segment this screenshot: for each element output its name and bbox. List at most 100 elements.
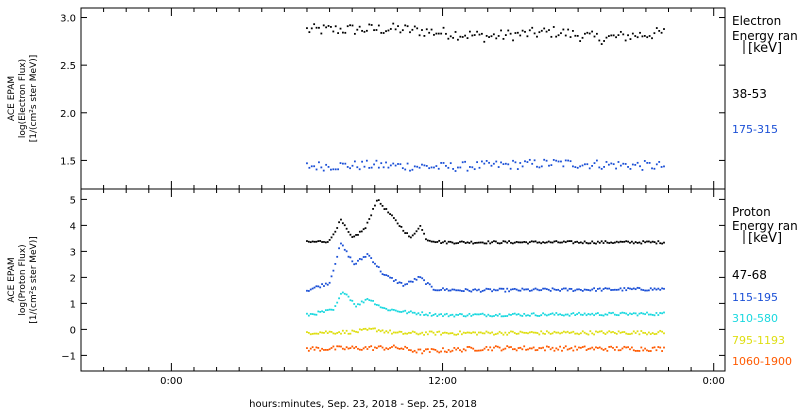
data-point — [598, 39, 601, 42]
data-point — [340, 332, 342, 335]
data-point — [661, 330, 663, 333]
data-point — [353, 303, 356, 305]
data-point — [653, 241, 656, 243]
data-point — [615, 288, 618, 291]
data-point — [377, 166, 380, 169]
data-point — [579, 288, 582, 291]
data-point — [561, 241, 563, 244]
data-point — [642, 312, 645, 315]
data-point — [506, 241, 509, 244]
data-point — [514, 32, 517, 34]
data-point — [533, 159, 536, 162]
data-point — [385, 161, 387, 164]
data-point — [336, 345, 339, 348]
data-point — [574, 166, 577, 168]
data-point — [570, 240, 573, 242]
data-point — [421, 311, 424, 314]
data-point — [341, 329, 344, 332]
data-point — [402, 348, 405, 350]
data-point — [323, 332, 325, 334]
data-point — [493, 346, 495, 349]
data-point — [426, 282, 429, 284]
data-point — [491, 315, 493, 318]
data-point — [528, 29, 531, 32]
data-point — [413, 331, 416, 334]
data-point — [466, 331, 469, 334]
data-point — [417, 227, 420, 230]
data-point — [494, 240, 497, 243]
data-point — [593, 333, 595, 336]
data-point — [398, 310, 401, 313]
data-point — [515, 288, 518, 291]
data-point — [364, 346, 367, 348]
data-point — [627, 333, 629, 335]
proton-legend-title: Energy ran — [732, 219, 798, 233]
data-point — [526, 161, 529, 163]
proton-ytick-label: 3 — [70, 247, 76, 258]
proton-legend-entry: 47-68 — [732, 268, 767, 282]
data-point — [394, 28, 397, 31]
data-point — [625, 289, 628, 292]
data-point — [385, 307, 388, 310]
data-point — [574, 314, 577, 316]
data-point — [557, 288, 560, 291]
data-point — [447, 240, 450, 243]
data-point — [380, 31, 383, 34]
data-point — [619, 287, 622, 290]
data-point — [454, 31, 457, 33]
data-point — [655, 27, 658, 29]
data-point — [340, 292, 342, 295]
data-point — [383, 348, 386, 351]
data-point — [358, 258, 361, 260]
data-point — [576, 166, 579, 169]
data-point — [623, 345, 626, 348]
data-point — [602, 332, 605, 334]
data-point — [532, 346, 535, 349]
data-point — [418, 166, 421, 169]
data-point — [579, 165, 582, 168]
data-point — [319, 310, 322, 313]
data-point — [621, 311, 624, 314]
electron-legend-entry: 175-315 — [732, 123, 778, 136]
data-point — [659, 329, 662, 332]
data-point — [349, 332, 352, 335]
data-point — [326, 332, 329, 334]
data-point — [381, 273, 384, 276]
data-point — [432, 288, 435, 291]
data-point — [321, 241, 323, 243]
data-point — [495, 160, 498, 163]
data-point — [527, 288, 529, 291]
data-point — [483, 332, 486, 335]
data-point — [584, 163, 586, 166]
data-point — [540, 330, 543, 333]
data-point — [464, 315, 467, 318]
data-point — [659, 312, 662, 314]
data-point — [459, 349, 461, 352]
data-point — [623, 287, 626, 289]
data-point — [474, 349, 476, 352]
data-point — [351, 164, 354, 167]
data-point — [391, 277, 393, 279]
data-point — [543, 27, 546, 30]
data-point — [374, 204, 376, 207]
data-point — [547, 313, 550, 316]
data-point — [425, 348, 427, 351]
proton-ytick-label: 1 — [70, 299, 76, 310]
data-point — [596, 32, 598, 35]
data-point — [309, 241, 312, 244]
data-point — [368, 166, 371, 169]
data-point — [513, 332, 516, 334]
data-point — [392, 22, 395, 25]
data-point — [477, 288, 480, 291]
data-point — [608, 287, 611, 290]
data-point — [587, 348, 590, 350]
data-point — [623, 312, 626, 314]
data-point — [453, 347, 456, 349]
data-point — [394, 331, 397, 334]
data-point — [464, 332, 467, 334]
data-point — [472, 331, 475, 334]
data-point — [545, 314, 548, 317]
data-point — [447, 289, 450, 292]
data-point — [416, 165, 419, 168]
data-point — [358, 25, 361, 28]
